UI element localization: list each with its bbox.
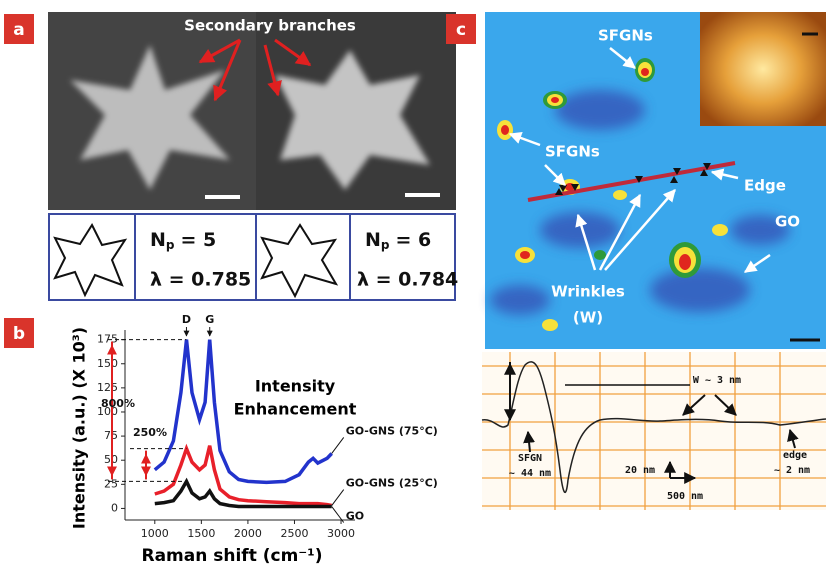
np-sub: p [166, 238, 175, 252]
annotation: edge [783, 450, 807, 461]
panel-c: c SFGNs SFGNs Edge GO [446, 12, 826, 510]
panel-a: a Secondary branches Np = 5 λ = 0.785 Np =… [4, 12, 458, 300]
x-axis-label: Raman shift (cm⁻¹) [141, 546, 322, 566]
np-symbol: N [150, 229, 166, 251]
series-line [155, 446, 332, 506]
enhancement-label: 250% [133, 426, 167, 439]
np-symbol: N [365, 229, 381, 251]
lambda-label: λ = 0.784 [357, 269, 458, 291]
figure: a Secondary branches Np = 5 λ = 0.785 Np =… [0, 0, 826, 567]
annotation: ~ 2 nm [774, 465, 810, 476]
np-label: Np = 5 [150, 229, 216, 252]
series-label: GO-GNS (25°C) [346, 477, 438, 490]
x-tick-label: 1000 [141, 527, 169, 540]
leader [332, 437, 344, 453]
x-tick-label: 2000 [234, 527, 262, 540]
y-tick-label: 0 [111, 501, 118, 514]
y-tick-label: 175 [97, 333, 118, 346]
x-tick-label: 3000 [327, 527, 355, 540]
np-value: = 6 [396, 229, 432, 251]
panel-label: c [456, 20, 466, 40]
panel-b: b 02550751001251501751000150020002500300… [4, 313, 438, 566]
y-axis-label: Intensity (a.u.) (X 10³) [70, 327, 89, 529]
heading: Intensity [255, 377, 336, 396]
leader [332, 490, 344, 506]
annotation: Secondary branches [184, 17, 356, 35]
annotation: SFGNs [598, 27, 653, 45]
series-label: GO-GNS (75°C) [346, 424, 438, 437]
heading: Enhancement [234, 400, 357, 419]
np-label: Np = 6 [365, 229, 431, 252]
np-value: = 5 [181, 229, 217, 251]
profile-plot [482, 352, 826, 510]
y-tick-label: 125 [97, 381, 118, 394]
peak-label: G [205, 313, 214, 326]
annotation: 20 nm [625, 465, 655, 476]
peak-label: D [182, 313, 191, 326]
panel-label: a [13, 20, 24, 40]
y-tick-label: 150 [97, 357, 118, 370]
annotation: (W) [573, 309, 603, 327]
annotation: W ~ 3 nm [693, 375, 741, 386]
panel-label: b [13, 324, 25, 344]
annotation: GO [775, 213, 800, 231]
annotation: ~ 44 nm [509, 468, 551, 479]
series-label: GO [346, 509, 364, 522]
x-tick-label: 2500 [280, 527, 308, 540]
lambda-label: λ = 0.785 [150, 269, 251, 291]
annotation: SFGN [518, 453, 542, 464]
annotation: Edge [744, 177, 786, 195]
annotation: 500 nm [667, 491, 703, 502]
enhancement-label: 800% [101, 397, 135, 410]
annotation: SFGNs [545, 143, 600, 161]
x-tick-label: 1500 [187, 527, 215, 540]
annotation: Wrinkles [551, 283, 625, 301]
np-sub: p [381, 238, 390, 252]
inset [700, 12, 826, 126]
